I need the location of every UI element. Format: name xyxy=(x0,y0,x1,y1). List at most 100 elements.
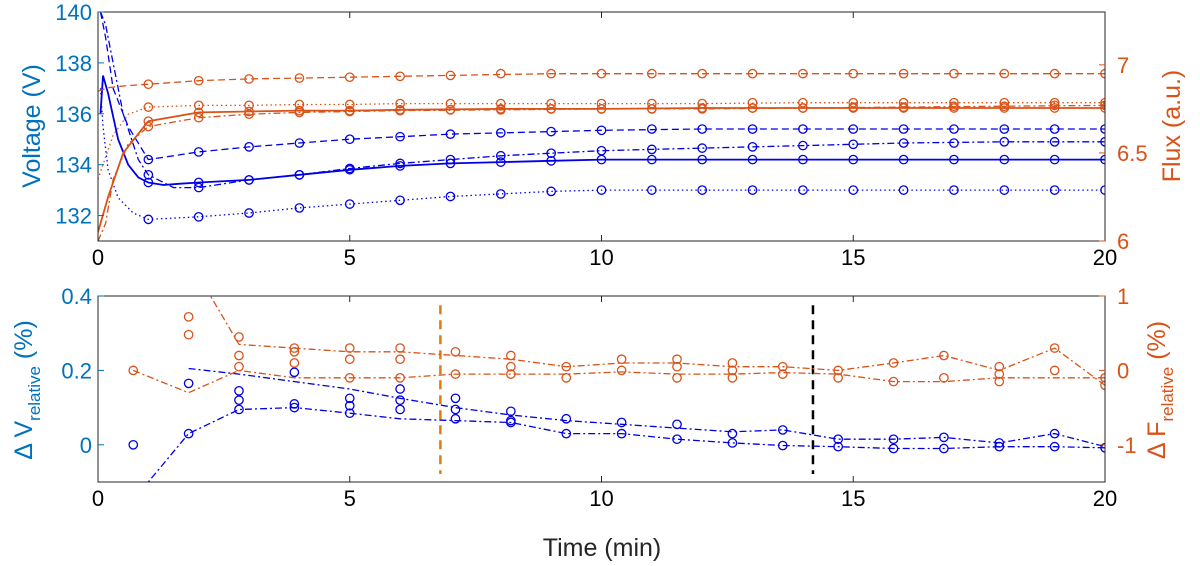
marker-right xyxy=(888,358,899,368)
marker-left xyxy=(747,154,758,165)
marker-left xyxy=(395,131,405,142)
marker-left xyxy=(999,136,1010,147)
marker-left xyxy=(747,142,758,152)
marker-right xyxy=(616,354,627,365)
top-panel: 0 5 10 15 20 132 134 136 138 140 6 6.5 7 Voltage (V)… xyxy=(18,0,1186,270)
marker-right xyxy=(798,68,808,79)
marker-left xyxy=(727,428,738,439)
series-dF-upper xyxy=(209,296,1105,386)
series-voltage-dashed xyxy=(99,12,1105,161)
x-tick-label: 20 xyxy=(1093,245,1117,270)
marker-left xyxy=(697,143,708,153)
marker-right xyxy=(727,372,738,383)
marker-right xyxy=(939,350,949,361)
marker-left xyxy=(596,185,607,195)
marker-right xyxy=(727,358,738,368)
marker-left xyxy=(143,154,154,165)
marker-left xyxy=(344,199,355,209)
marker-right xyxy=(445,104,456,115)
marker-left xyxy=(898,185,909,195)
marker-left xyxy=(244,142,254,152)
marker-left xyxy=(999,154,1010,165)
marker-left xyxy=(596,145,607,156)
marker-right xyxy=(244,100,254,111)
marker-right xyxy=(672,361,682,372)
marker-right xyxy=(697,104,708,114)
marker-right xyxy=(646,98,657,109)
marker-left xyxy=(506,406,516,417)
marker-left xyxy=(697,124,708,134)
bottom-left-ylabel: Δ Vrelative (%) xyxy=(10,320,44,460)
plot-clip-group xyxy=(98,12,1105,241)
marker-right xyxy=(143,121,154,132)
marker-left xyxy=(546,126,557,137)
marker-right xyxy=(697,68,708,79)
series-dV-lower xyxy=(147,406,1105,482)
marker-right xyxy=(450,369,461,379)
marker-right xyxy=(833,372,843,383)
marker-right xyxy=(747,103,758,113)
marker-left xyxy=(143,177,154,188)
marker-left xyxy=(1049,185,1060,195)
marker-right xyxy=(450,346,461,357)
marker-left xyxy=(848,185,859,195)
marker-left xyxy=(1100,154,1105,165)
marker-left xyxy=(1049,428,1060,439)
marker-right xyxy=(495,68,506,79)
marker-right xyxy=(949,68,959,79)
marker-right xyxy=(294,99,305,110)
marker-left xyxy=(193,177,204,188)
marker-left xyxy=(143,214,154,225)
marker-left xyxy=(183,378,194,389)
marker-left xyxy=(616,417,627,428)
marker-left xyxy=(344,163,355,174)
marker-left xyxy=(994,441,1005,452)
marker-right xyxy=(672,372,682,383)
marker-left xyxy=(344,393,355,404)
y-right-tick-label: 6 xyxy=(1117,229,1129,254)
marker-right xyxy=(244,106,254,117)
marker-left xyxy=(798,185,808,195)
marker-left xyxy=(747,185,758,195)
marker-left xyxy=(727,438,738,448)
x-tick-label: 20 xyxy=(1093,486,1117,511)
marker-left xyxy=(833,441,843,452)
top-right-ylabel: Flux (a.u.) xyxy=(1158,70,1186,183)
top-left-ylabel: Voltage (V) xyxy=(18,64,46,188)
series-voltage-solid xyxy=(99,75,1105,186)
marker-right xyxy=(344,372,355,383)
marker-right xyxy=(898,68,909,79)
marker-right xyxy=(1100,68,1105,79)
marker-left xyxy=(999,185,1010,195)
marker-left xyxy=(395,404,405,415)
marker-left xyxy=(949,124,959,134)
marker-right xyxy=(395,343,405,353)
marker-left xyxy=(898,154,909,165)
marker-right xyxy=(833,365,843,376)
marker-right xyxy=(1049,365,1060,376)
marker-right xyxy=(994,376,1005,387)
marker-left xyxy=(143,169,154,180)
marker-right xyxy=(747,97,758,108)
marker-right xyxy=(445,70,456,81)
marker-left xyxy=(1049,154,1060,165)
marker-left xyxy=(445,154,456,165)
marker-right xyxy=(506,361,516,372)
marker-right xyxy=(596,68,607,79)
marker-left xyxy=(546,148,557,159)
marker-right xyxy=(561,361,572,372)
marker-left xyxy=(294,169,305,180)
marker-right xyxy=(1100,97,1105,108)
marker-left xyxy=(546,186,557,197)
y-left-tick-label: 132 xyxy=(55,204,92,229)
marker-right xyxy=(1049,343,1060,353)
marker-right xyxy=(506,369,516,379)
marker-left xyxy=(1049,441,1060,452)
marker-right xyxy=(1100,103,1105,113)
marker-left xyxy=(289,367,300,378)
marker-left xyxy=(949,154,959,165)
marker-right xyxy=(244,74,254,84)
bottom-right-ylabel-main: Δ F xyxy=(1143,422,1171,460)
marker-right xyxy=(1100,100,1105,111)
